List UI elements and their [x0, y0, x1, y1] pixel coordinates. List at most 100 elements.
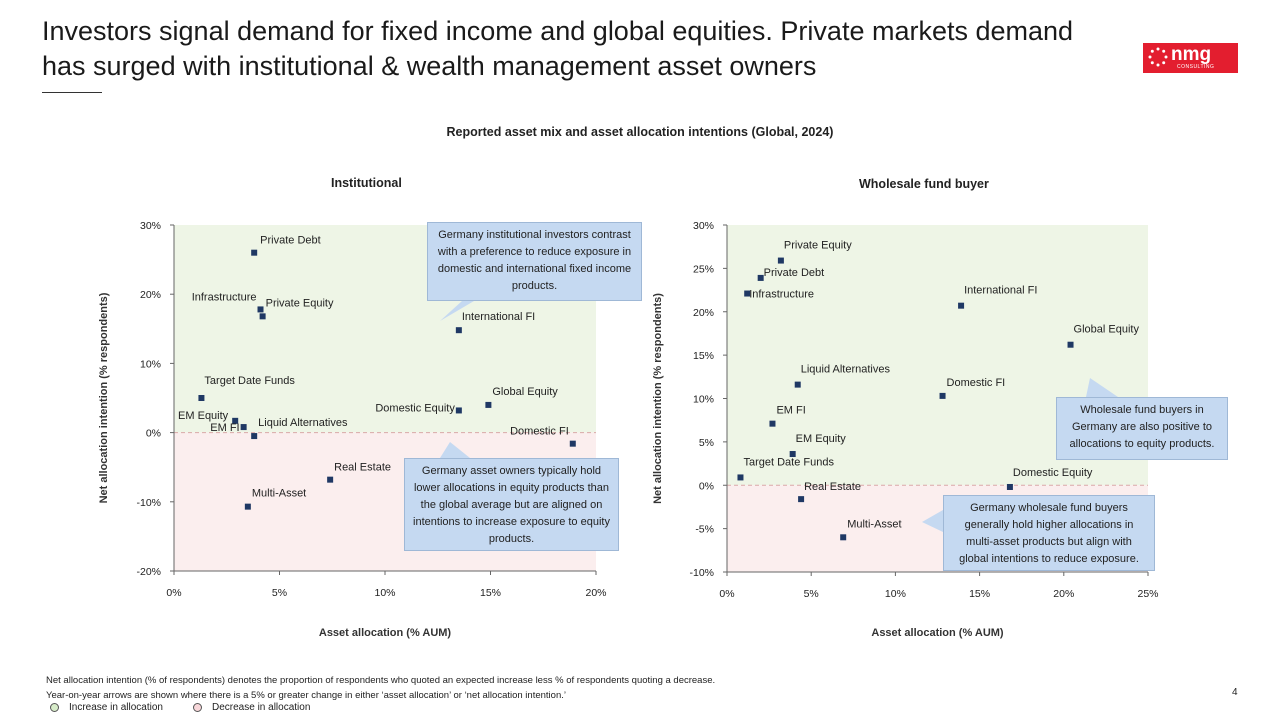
point-label-infrastructure: Infrastructure [192, 291, 257, 303]
point-infrastructure [257, 306, 264, 313]
point-label-domestic-fi: Domestic FI [510, 426, 569, 438]
legend-decrease-label: Decrease in allocation [212, 702, 311, 713]
point-label-private-debt: Private Debt [260, 235, 321, 247]
point-label-domestic-equity: Domestic Equity [1013, 467, 1093, 479]
point-target-date-funds [198, 395, 205, 401]
point-target-date-funds [737, 474, 744, 481]
point-label-real-estate: Real Estate [804, 481, 861, 493]
x-tick-label: 15% [969, 588, 990, 600]
callout-pointer [440, 442, 470, 458]
legend-increase-swatch [50, 703, 59, 712]
point-label-liquid-alternatives: Liquid Alternatives [801, 364, 891, 376]
point-label-domestic-equity: Domestic Equity [375, 402, 455, 414]
y-tick-label: 30% [140, 220, 161, 232]
point-global-equity [485, 401, 492, 408]
y-axis-label: Net allocation intention (% respondents) [98, 292, 110, 503]
legend-decrease: Decrease in allocation [193, 702, 310, 713]
legend-increase-label: Increase in allocation [69, 702, 163, 713]
callout-pointer [1086, 378, 1118, 397]
callout-wholesale-multi-asset: Germany wholesale fund buyers generally … [943, 495, 1155, 571]
point-real-estate [798, 496, 805, 503]
point-domestic-equity [455, 407, 462, 414]
point-label-liquid-alternatives: Liquid Alternatives [258, 417, 348, 429]
y-tick-label: 10% [693, 394, 714, 406]
x-tick-label: 10% [885, 588, 906, 600]
x-axis-label: Asset allocation (% AUM) [871, 627, 1004, 639]
y-tick-label: -20% [136, 566, 161, 578]
chart-title: Reported asset mix and asset allocation … [446, 125, 834, 139]
point-label-em-equity: EM Equity [178, 410, 229, 422]
nmg-logo: nmg CONSULTING [1143, 43, 1238, 73]
x-axis-label: Asset allocation (% AUM) [319, 627, 452, 639]
point-private-equity [259, 313, 266, 320]
institutional-scatter-chart: -20% -10% 0% 10% 20% 30% 0% 5% 10% 15% 20% Asset al… [98, 220, 607, 639]
point-international-fi [455, 327, 462, 334]
page-number: 4 [1232, 687, 1238, 698]
footnote-net-allocation: Net allocation intention (% of responden… [46, 675, 716, 686]
point-label-em-fi: EM FI [776, 405, 805, 417]
point-label-infrastructure: Infrastructure [749, 289, 814, 301]
y-tick-label: 10% [140, 358, 161, 370]
point-label-real-estate: Real Estate [334, 462, 391, 474]
logo-subtext: CONSULTING [1177, 64, 1215, 70]
footnote-arrows: Year-on-year arrows are shown where ther… [46, 690, 566, 701]
point-em-equity [789, 451, 796, 458]
point-private-debt [251, 249, 258, 256]
x-tick-label: 5% [272, 587, 287, 599]
x-tick-label: 0% [166, 587, 181, 599]
callout-pointer [440, 301, 474, 321]
callout-institutional-fixed-income: Germany institutional investors contrast… [427, 222, 642, 301]
x-tick-label: 25% [1137, 588, 1158, 600]
y-tick-label: 0% [146, 428, 161, 440]
wholesale-title: Wholesale fund buyer [859, 177, 989, 191]
x-tick-label: 20% [1053, 588, 1074, 600]
callout-institutional-equity: Germany asset owners typically hold lowe… [404, 458, 619, 551]
institutional-title: Institutional [331, 176, 402, 190]
logo-text: nmg [1171, 44, 1212, 65]
y-tick-label: -10% [136, 497, 161, 509]
point-label-international-fi: International FI [462, 311, 535, 323]
point-label-domestic-fi: Domestic FI [947, 377, 1006, 389]
x-tick-label: 15% [480, 587, 501, 599]
point-label-global-equity: Global Equity [492, 386, 558, 398]
point-label-target-date-funds: Target Date Funds [204, 375, 295, 387]
y-tick-label: 20% [693, 307, 714, 319]
slide-headline: Investors signal demand for fixed income… [42, 16, 1074, 81]
y-tick-label: -10% [689, 567, 714, 579]
callout-wholesale-equity: Wholesale fund buyers in Germany are als… [1056, 397, 1228, 460]
point-label-global-equity: Global Equity [1074, 324, 1140, 336]
point-em-fi [769, 420, 776, 427]
point-private-debt [757, 274, 764, 281]
point-label-multi-asset: Multi-Asset [252, 488, 306, 500]
point-liquid-alternatives [794, 381, 801, 388]
point-real-estate [327, 476, 334, 483]
point-private-equity [777, 257, 784, 264]
point-global-equity [1067, 341, 1074, 348]
point-infrastructure [744, 290, 751, 297]
logo-burst-icon [1148, 47, 1168, 67]
point-label-multi-asset: Multi-Asset [847, 518, 901, 530]
point-domestic-equity [1006, 483, 1013, 490]
point-label-private-equity: Private Equity [784, 240, 852, 252]
y-tick-label: 20% [140, 289, 161, 301]
point-label-em-equity: EM Equity [796, 433, 847, 445]
point-label-target-date-funds: Target Date Funds [743, 456, 834, 468]
point-label-em-fi: EM FI [210, 422, 239, 434]
y-tick-label: 5% [699, 437, 714, 449]
point-multi-asset [840, 534, 847, 541]
point-international-fi [958, 302, 965, 309]
x-tick-label: 20% [585, 587, 606, 599]
y-tick-label: 30% [693, 220, 714, 232]
callout-pointer [922, 510, 943, 532]
point-label-international-fi: International FI [964, 285, 1037, 297]
legend-decrease-swatch [193, 703, 202, 712]
wholesale-scatter-chart: -10% -5% 0% 5% 10% 15% 20% 25% 30% 0% 5% 10% 15% 20% 2… [652, 220, 1159, 639]
legend-increase: Increase in allocation [50, 702, 163, 713]
x-tick-label: 0% [719, 588, 734, 600]
y-tick-label: 25% [693, 263, 714, 275]
y-tick-label: 15% [693, 350, 714, 362]
y-tick-label: -5% [695, 524, 714, 536]
x-tick-label: 5% [804, 588, 819, 600]
y-axis-label: Net allocation intention (% respondents) [652, 293, 664, 504]
